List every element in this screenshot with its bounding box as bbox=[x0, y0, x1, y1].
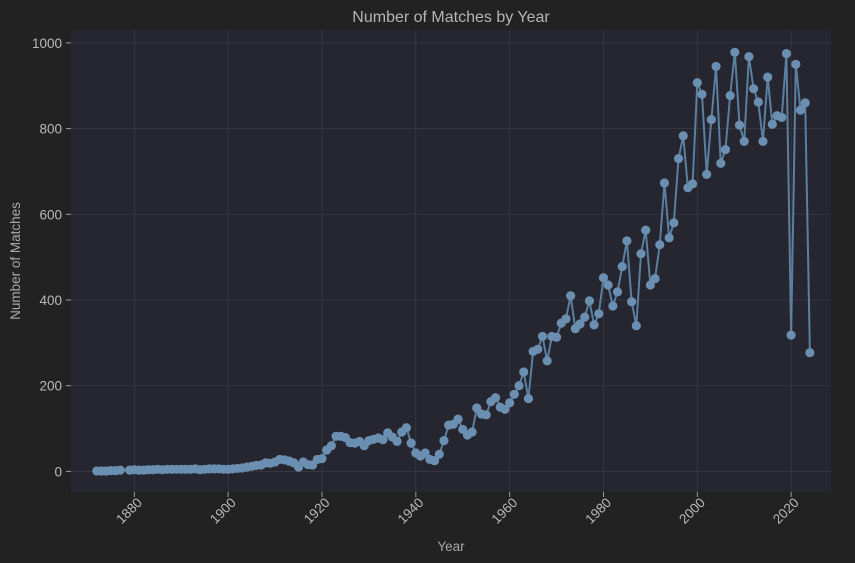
data-point bbox=[439, 435, 449, 446]
data-point bbox=[706, 114, 716, 125]
y-tick-label: 400 bbox=[39, 293, 62, 308]
data-point bbox=[434, 449, 444, 459]
data-point bbox=[603, 280, 613, 290]
data-point bbox=[748, 84, 759, 94]
data-point bbox=[584, 296, 595, 306]
y-tick-label: 800 bbox=[39, 122, 62, 137]
data-point bbox=[753, 97, 763, 107]
data-point bbox=[664, 233, 674, 243]
data-point bbox=[509, 389, 519, 399]
data-point bbox=[453, 414, 463, 424]
data-point bbox=[317, 453, 327, 464]
data-point bbox=[481, 410, 491, 420]
data-point bbox=[669, 218, 679, 228]
data-point bbox=[519, 367, 529, 377]
data-point bbox=[716, 158, 726, 168]
data-point bbox=[598, 273, 609, 283]
chart-title: Number of Matches by Year bbox=[352, 9, 550, 26]
data-point bbox=[795, 105, 806, 115]
data-point bbox=[542, 356, 552, 366]
plot-area bbox=[71, 30, 831, 492]
data-point bbox=[401, 423, 412, 433]
data-point bbox=[622, 236, 632, 246]
data-point bbox=[678, 131, 688, 141]
data-point bbox=[805, 348, 815, 358]
data-point bbox=[730, 47, 740, 57]
data-point bbox=[800, 98, 810, 108]
data-point bbox=[490, 393, 501, 403]
data-point bbox=[378, 435, 388, 445]
data-point bbox=[692, 78, 702, 88]
y-tick-label: 0 bbox=[54, 464, 62, 479]
series bbox=[92, 47, 815, 476]
data-point bbox=[115, 465, 125, 475]
data-point bbox=[589, 320, 599, 330]
data-point bbox=[533, 344, 543, 354]
y-tick-label: 1000 bbox=[32, 36, 62, 51]
data-point bbox=[645, 280, 655, 290]
data-point bbox=[500, 404, 510, 414]
data-point bbox=[650, 273, 660, 284]
data-point bbox=[617, 261, 627, 272]
data-point bbox=[514, 381, 524, 391]
data-point bbox=[739, 136, 749, 147]
data-point bbox=[575, 319, 585, 329]
data-point bbox=[786, 330, 796, 340]
data-point bbox=[781, 48, 792, 59]
data-point bbox=[763, 72, 773, 82]
x-axis-label: Year bbox=[437, 539, 465, 554]
data-point bbox=[505, 398, 515, 408]
data-point bbox=[725, 90, 735, 101]
y-tick-label: 600 bbox=[39, 207, 62, 222]
data-point bbox=[326, 441, 336, 451]
data-point bbox=[580, 312, 590, 322]
data-point bbox=[767, 119, 777, 129]
data-point bbox=[429, 456, 440, 466]
data-point bbox=[566, 291, 576, 301]
data-point bbox=[720, 144, 731, 155]
data-point bbox=[392, 436, 402, 447]
grid bbox=[71, 30, 831, 492]
data-point bbox=[420, 448, 430, 458]
data-point bbox=[758, 136, 768, 147]
data-point bbox=[612, 287, 623, 297]
data-point bbox=[523, 393, 534, 404]
data-point bbox=[631, 321, 641, 331]
data-point bbox=[734, 120, 745, 130]
data-point bbox=[697, 89, 707, 99]
data-point bbox=[561, 314, 571, 324]
data-point bbox=[777, 112, 787, 123]
data-point bbox=[608, 301, 618, 311]
data-point bbox=[594, 309, 604, 319]
data-point bbox=[636, 249, 646, 259]
data-point bbox=[537, 331, 548, 342]
y-axis: 0 200 400 600 800 1000 bbox=[32, 36, 71, 479]
data-point bbox=[702, 169, 712, 180]
data-point bbox=[659, 178, 670, 188]
data-point bbox=[467, 427, 477, 437]
data-point bbox=[627, 297, 637, 307]
y-tick-label: 200 bbox=[39, 379, 62, 394]
data-point bbox=[641, 225, 651, 235]
data-point bbox=[711, 61, 721, 72]
data-point bbox=[655, 240, 665, 250]
data-point bbox=[744, 51, 754, 62]
data-point bbox=[551, 332, 562, 342]
y-axis-label: Number of Matches bbox=[8, 202, 23, 320]
data-point bbox=[673, 153, 684, 164]
data-point bbox=[791, 59, 801, 69]
data-point bbox=[406, 438, 416, 448]
data-point bbox=[688, 179, 698, 189]
